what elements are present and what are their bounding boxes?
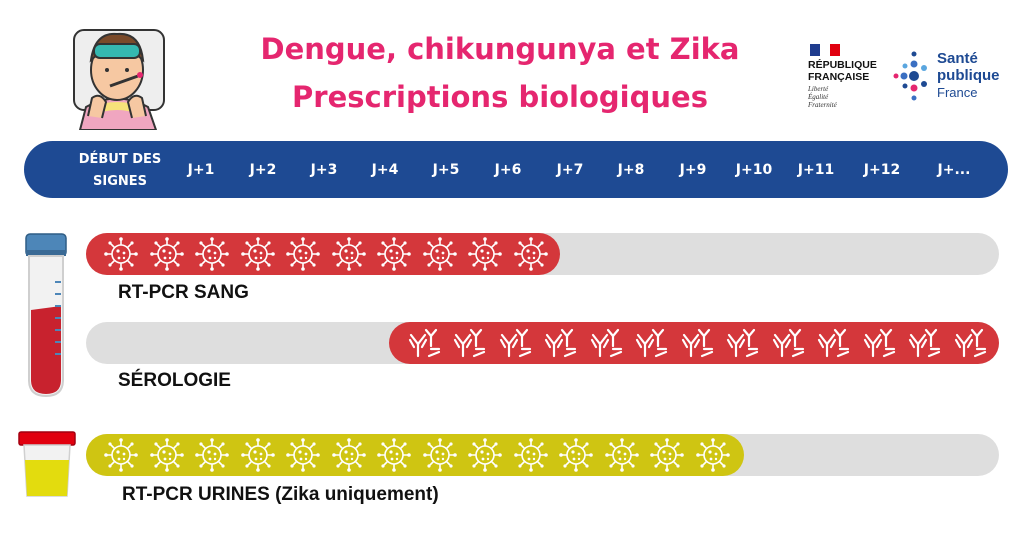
virus-icon: [195, 438, 229, 472]
rf-motto-3: Fraternité: [808, 101, 837, 109]
french-flag-icon: [810, 44, 840, 56]
antibody-icon: [771, 326, 805, 360]
spf-line-1: Santé: [937, 50, 978, 67]
antibody-icon: [953, 326, 987, 360]
virus-icon: [422, 237, 457, 271]
timeline-day-6: J+6: [494, 161, 522, 178]
virus-icon: [513, 438, 548, 472]
virus-icon: [195, 237, 229, 271]
virus-icon: [695, 438, 730, 472]
virus-icon: [422, 438, 457, 472]
page-title-line-1: Dengue, chikungunya et Zika: [260, 32, 740, 66]
test-track-serologie: [86, 322, 999, 364]
antibody-icon: [862, 326, 896, 360]
antibody-icon: [725, 326, 759, 360]
antibody-icon: [634, 326, 668, 360]
antibody-icon: [543, 326, 577, 360]
antibody-icon: [589, 326, 623, 360]
test-label-rt-pcr-sang: RT-PCR SANG: [118, 282, 249, 303]
serologie-window: [388, 322, 999, 364]
test-track-rt-pcr-urines: [86, 434, 999, 476]
virus-icon: [286, 237, 320, 271]
rf-line-2: FRANÇAISE: [808, 71, 870, 83]
timeline-day-2: J+2: [249, 161, 277, 178]
virus-icon: [650, 438, 684, 472]
blood-tube-icon: [25, 233, 67, 398]
sante-publique-france-logo: Santé publique France: [892, 44, 1007, 108]
timeline-day-12: J+12: [863, 161, 901, 178]
virus-icon: [104, 237, 138, 271]
antibody-icon: [907, 326, 941, 360]
virus-icon: [468, 438, 502, 472]
rf-motto-1: Liberté: [808, 85, 829, 93]
test-label-serologie: SÉROLOGIE: [118, 370, 231, 391]
virus-icon: [149, 438, 184, 472]
test-track-rt-pcr-sang: [86, 233, 999, 275]
timeline-day-1: J+1: [187, 161, 215, 178]
virus-icon: [240, 438, 275, 472]
spf-line-2: publique: [937, 67, 1000, 84]
timeline-day-11: J+11: [797, 161, 835, 178]
urine-container-icon: [18, 431, 76, 497]
timeline-day-10: J+10: [735, 161, 773, 178]
virus-icon: [286, 438, 320, 472]
virus-icon: [377, 438, 411, 472]
timeline-start-line-1: DÉBUT DES: [78, 152, 162, 167]
timeline-start-line-2: SIGNES: [93, 174, 147, 189]
antibody-icon: [452, 326, 486, 360]
timeline-day-8: J+8: [617, 161, 645, 178]
sick-person-illustration: [73, 29, 165, 130]
antibody-icon: [680, 326, 714, 360]
spf-line-3: France: [937, 85, 978, 100]
timeline-day-7: J+7: [556, 161, 584, 178]
republique-francaise-logo: RÉPUBLIQUE FRANÇAISE Liberté Égalité Fra…: [808, 42, 888, 112]
rt-pcr-sang-window: [86, 233, 561, 275]
timeline-day-13: J+...: [937, 161, 971, 178]
virus-icon: [149, 237, 184, 271]
virus-icon: [559, 438, 593, 472]
timeline-start-label: DÉBUT DES SIGNES: [68, 149, 172, 193]
timeline-day-9: J+9: [679, 161, 707, 178]
timeline-day-4: J+4: [371, 161, 399, 178]
antibody-icon: [816, 326, 850, 360]
rf-line-1: RÉPUBLIQUE: [808, 59, 877, 71]
virus-icon: [331, 438, 366, 472]
rf-motto-2: Égalité: [808, 93, 829, 101]
day-timeline: DÉBUT DES SIGNES J+1 J+2 J+3 J+4 J+5 J+6 J+7 J+…: [24, 141, 1008, 198]
virus-icon: [377, 237, 411, 271]
virus-icon: [104, 438, 138, 472]
test-label-rt-pcr-urines: RT-PCR URINES (Zika uniquement): [122, 484, 439, 505]
virus-icon: [604, 438, 639, 472]
page-title-line-2: Prescriptions biologiques: [292, 80, 708, 114]
timeline-day-5: J+5: [432, 161, 460, 178]
antibody-icon: [498, 326, 532, 360]
virus-icon: [513, 237, 548, 271]
spf-dots-icon: [893, 51, 927, 101]
virus-icon: [240, 237, 275, 271]
antibody-icon: [407, 326, 441, 360]
rt-pcr-urines-window: [86, 434, 744, 476]
virus-icon: [331, 237, 366, 271]
timeline-day-3: J+3: [310, 161, 338, 178]
virus-icon: [468, 237, 502, 271]
